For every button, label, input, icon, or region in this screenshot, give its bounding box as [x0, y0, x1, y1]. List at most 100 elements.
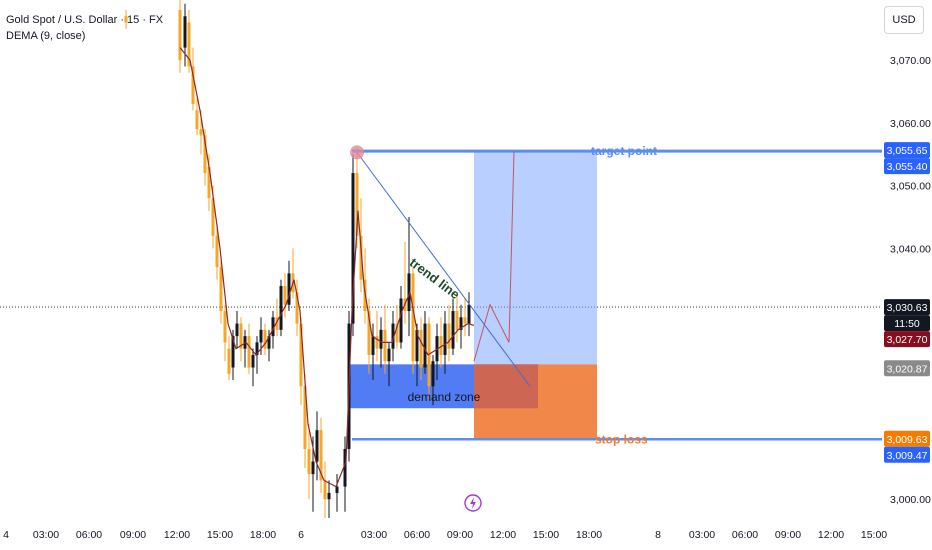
- price-labels-layer: 3,055.65 3,055.40 3,030.63 11:50 3,027.70 3,0…: [884, 142, 930, 463]
- dema-line: [179, 47, 475, 488]
- candle: [399, 285, 403, 349]
- candle: [307, 423, 311, 500]
- candle: [375, 311, 379, 362]
- candle-body: [419, 329, 423, 368]
- profit-zone: [474, 151, 597, 365]
- candle: [367, 298, 371, 374]
- x-tick-label: 09:00: [447, 529, 473, 541]
- candle: [411, 267, 415, 374]
- candle-body: [315, 430, 319, 462]
- zone-overlap: [474, 364, 538, 409]
- candle: [178, 0, 182, 73]
- candle: [267, 329, 271, 362]
- candle-body: [455, 311, 459, 330]
- axes-layer: 3,000.00 3,040.00 3,050.00 3,060.00 3,070.00…: [3, 55, 931, 541]
- candle: [255, 336, 259, 374]
- candle-body: [415, 329, 419, 362]
- candle-body: [343, 449, 347, 487]
- candle-body: [183, 16, 187, 48]
- candle-body: [267, 336, 271, 349]
- candles-layer: [124, 0, 471, 518]
- chart-legend: Gold Spot / U.S. Dollar · 15 · FX DEMA (…: [6, 12, 163, 44]
- candle-body: [211, 198, 215, 236]
- x-tick-label: 15:00: [861, 529, 887, 541]
- candle: [275, 298, 279, 337]
- candle-body: [407, 273, 411, 312]
- currency-button[interactable]: USD: [884, 6, 924, 34]
- candle: [371, 323, 375, 381]
- price-label-bg: [884, 446, 930, 463]
- candle: [319, 417, 323, 493]
- price-label: 3,009.63: [884, 430, 930, 447]
- candle-body: [287, 273, 291, 305]
- price-label-text: 3,055.65: [887, 145, 928, 157]
- candle-body: [459, 317, 463, 330]
- candle-body: [351, 173, 355, 324]
- candle-body: [443, 323, 447, 355]
- x-tick-label: 12:00: [818, 529, 844, 541]
- price-label: 3,055.65: [884, 142, 930, 159]
- y-tick-label: 3,000.00: [890, 494, 931, 506]
- candle-body: [283, 285, 287, 305]
- candle: [295, 279, 299, 337]
- x-tick-label: 09:00: [775, 529, 801, 541]
- candle-body: [251, 354, 255, 368]
- candle: [283, 273, 287, 318]
- price-label-bg: [884, 142, 930, 159]
- candle: [187, 10, 191, 73]
- candle: [195, 97, 199, 136]
- price-label: 11:50: [884, 315, 930, 332]
- candle-body: [395, 323, 399, 343]
- candle: [451, 298, 455, 355]
- candle: [439, 317, 443, 368]
- candle: [467, 292, 471, 337]
- candle-body: [411, 273, 415, 362]
- x-tick-label: 18:00: [250, 529, 276, 541]
- candle: [124, 10, 128, 29]
- candle-body: [307, 449, 311, 475]
- candle: [183, 3, 187, 67]
- price-label: 3,009.47: [884, 446, 930, 463]
- candle: [239, 317, 243, 362]
- candle: [423, 311, 427, 374]
- y-tick-label: 3,040.00: [890, 243, 931, 255]
- candle-body: [311, 461, 315, 475]
- candle-body: [178, 10, 182, 61]
- trend-line: [356, 152, 531, 387]
- symbol-title[interactable]: Gold Spot / U.S. Dollar · 15 · FX: [6, 14, 164, 26]
- x-tick-label: 18:00: [576, 529, 602, 541]
- indicator-label[interactable]: DEMA (9, close): [6, 30, 86, 42]
- x-tick-label: 03:00: [689, 529, 715, 541]
- zones-layer: [350, 151, 597, 440]
- candle-body: [124, 16, 128, 23]
- price-label-bg: [884, 430, 930, 447]
- candle-body: [247, 336, 251, 368]
- candle-body: [207, 166, 211, 199]
- dema-layer: [179, 47, 475, 488]
- price-label-text: 11:50: [894, 318, 920, 330]
- y-tick-label: 3,060.00: [890, 118, 931, 130]
- candle-body: [219, 267, 223, 312]
- y-tick-label: 3,070.00: [890, 55, 931, 67]
- candle: [191, 47, 195, 111]
- candle-body: [467, 304, 471, 324]
- candle-body: [383, 329, 387, 362]
- candle-body: [299, 323, 303, 387]
- candle: [219, 260, 223, 324]
- candle: [223, 304, 227, 362]
- candle-body: [359, 235, 363, 280]
- candle: [459, 304, 463, 349]
- candle-body: [255, 342, 259, 355]
- candle-body: [327, 492, 331, 500]
- x-tick-label: 06:00: [76, 529, 102, 541]
- candle-body: [259, 329, 263, 343]
- candle: [351, 154, 355, 337]
- price-label-text: 3,009.47: [887, 450, 928, 462]
- candle-body: [231, 336, 235, 368]
- candle-body: [227, 348, 231, 374]
- price-label: 3,055.40: [884, 158, 930, 175]
- candle-body: [271, 317, 275, 337]
- candle-body: [399, 298, 403, 343]
- price-label-bg: [884, 331, 930, 348]
